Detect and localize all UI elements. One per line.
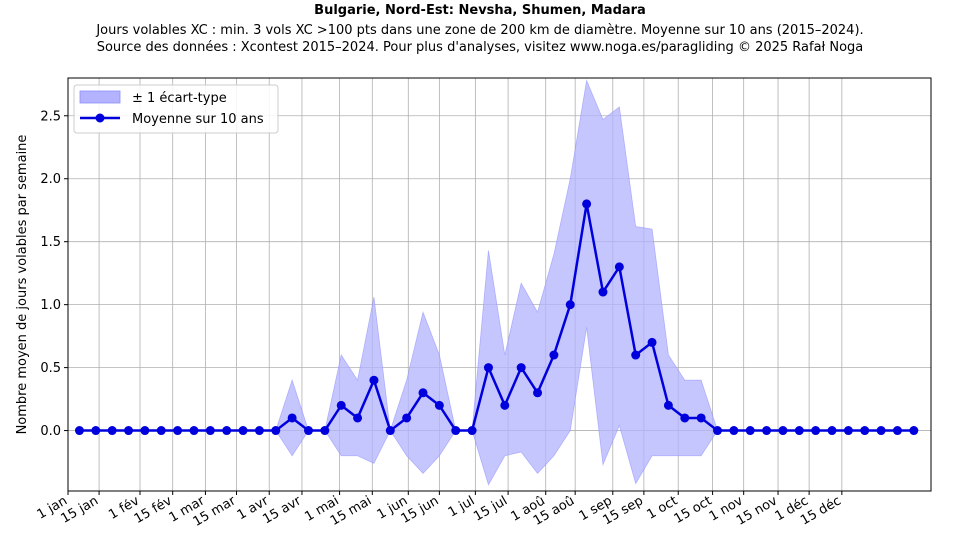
mean-point bbox=[598, 287, 608, 297]
mean-point bbox=[254, 426, 264, 436]
mean-point bbox=[418, 388, 428, 398]
x-tick-label: 1 jul bbox=[446, 493, 478, 520]
mean-point bbox=[205, 426, 215, 436]
mean-point bbox=[778, 426, 788, 436]
plot-frame bbox=[67, 77, 932, 492]
mean-point bbox=[107, 426, 117, 436]
mean-point bbox=[303, 426, 313, 436]
chart-title: Bulgarie, Nord-Est: Nevsha, Shumen, Mada… bbox=[314, 3, 646, 18]
legend-box bbox=[73, 84, 279, 134]
line-layer bbox=[74, 199, 919, 436]
mean-point bbox=[811, 426, 821, 436]
mean-point bbox=[189, 426, 199, 436]
mean-point bbox=[516, 363, 526, 373]
band-layer bbox=[79, 79, 914, 486]
mean-point bbox=[271, 426, 281, 436]
mean-point bbox=[353, 413, 363, 423]
x-tick-label: 15 avr bbox=[260, 493, 304, 527]
mean-point bbox=[549, 350, 559, 360]
mean-point bbox=[794, 426, 804, 436]
mean-point bbox=[74, 426, 84, 436]
mean-point bbox=[124, 426, 134, 436]
legend-layer: ± 1 écart-type Moyenne sur 10 ans bbox=[73, 84, 279, 134]
chart-subtitle: Jours volables XC : min. 3 vols XC >100 … bbox=[0, 22, 960, 56]
mean-point bbox=[762, 426, 772, 436]
legend-band-label: ± 1 écart-type bbox=[132, 91, 227, 106]
y-tick-label: 0.0 bbox=[40, 424, 61, 439]
y-tick-label: 2.5 bbox=[40, 109, 61, 124]
mean-point bbox=[336, 400, 346, 410]
mean-point bbox=[402, 413, 412, 423]
mean-point bbox=[614, 262, 624, 272]
mean-point bbox=[582, 199, 592, 209]
mean-point bbox=[631, 350, 641, 360]
y-tick-label: 0.5 bbox=[40, 361, 61, 376]
x-tick-label: 15 fév bbox=[132, 493, 175, 527]
mean-point bbox=[467, 426, 477, 436]
mean-point bbox=[483, 363, 493, 373]
subtitle-line-1: Jours volables XC : min. 3 vols XC >100 … bbox=[96, 23, 864, 38]
std-dev-band bbox=[79, 79, 914, 486]
mean-point bbox=[238, 426, 248, 436]
mean-point bbox=[663, 400, 673, 410]
mean-point bbox=[876, 426, 886, 436]
mean-point bbox=[533, 388, 543, 398]
mean-point bbox=[173, 426, 183, 436]
y-tick-label: 2.0 bbox=[40, 172, 61, 187]
legend-line-label: Moyenne sur 10 ans bbox=[132, 112, 264, 127]
mean-point bbox=[892, 426, 902, 436]
mean-point bbox=[647, 337, 657, 347]
mean-point bbox=[745, 426, 755, 436]
mean-point bbox=[140, 426, 150, 436]
mean-point bbox=[843, 426, 853, 436]
mean-point bbox=[222, 426, 232, 436]
mean-point bbox=[712, 426, 722, 436]
mean-point bbox=[860, 426, 870, 436]
y-tick-label: 1.5 bbox=[40, 235, 61, 250]
mean-point bbox=[287, 413, 297, 423]
mean-point bbox=[156, 426, 166, 436]
mean-point bbox=[500, 400, 510, 410]
mean-point bbox=[729, 426, 739, 436]
legend-line-marker bbox=[95, 113, 105, 123]
mean-point bbox=[369, 375, 379, 385]
mean-point bbox=[320, 426, 330, 436]
subtitle-line-2: Source des données : Xcontest 2015–2024.… bbox=[96, 40, 864, 55]
y-axis-label: Nombre moyen de jours volables par semai… bbox=[15, 135, 30, 435]
mean-point bbox=[434, 400, 444, 410]
legend-band-swatch bbox=[79, 90, 121, 104]
mean-point bbox=[680, 413, 690, 423]
mean-line bbox=[79, 202, 914, 432]
x-tick-label: 15 jul bbox=[471, 493, 510, 524]
y-tick-label: 1.0 bbox=[40, 298, 61, 313]
mean-point bbox=[565, 300, 575, 310]
mean-point bbox=[451, 426, 461, 436]
mean-point bbox=[909, 426, 919, 436]
mean-point bbox=[91, 426, 101, 436]
mean-point bbox=[827, 426, 837, 436]
mean-point bbox=[696, 413, 706, 423]
mean-point bbox=[385, 426, 395, 436]
